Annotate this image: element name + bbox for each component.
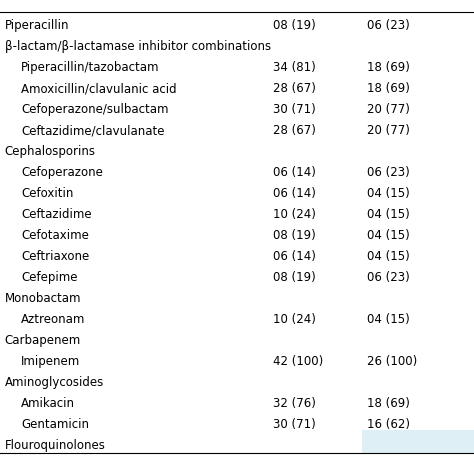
Text: Cefepime: Cefepime <box>21 271 78 284</box>
Text: 06 (23): 06 (23) <box>367 19 410 32</box>
Text: 30 (71): 30 (71) <box>273 103 315 116</box>
Text: Ceftriaxone: Ceftriaxone <box>21 250 90 263</box>
Text: Cefoperazone: Cefoperazone <box>21 166 103 179</box>
Text: Amikacin: Amikacin <box>21 397 75 410</box>
Text: Ceftazidime/clavulanate: Ceftazidime/clavulanate <box>21 124 165 137</box>
Text: 06 (23): 06 (23) <box>367 166 410 179</box>
Text: Cefotaxime: Cefotaxime <box>21 229 89 242</box>
Text: Cephalosporins: Cephalosporins <box>5 145 96 158</box>
Text: 28 (67): 28 (67) <box>273 124 315 137</box>
Text: 06 (23): 06 (23) <box>367 271 410 284</box>
Text: 20 (77): 20 (77) <box>367 103 410 116</box>
Text: Aztreonam: Aztreonam <box>21 313 86 326</box>
Text: 06 (14): 06 (14) <box>273 187 315 200</box>
Bar <box>362 430 474 453</box>
Text: Aminoglycosides: Aminoglycosides <box>5 376 104 389</box>
Text: 04 (15): 04 (15) <box>367 229 410 242</box>
Text: 04 (15): 04 (15) <box>367 208 410 221</box>
Text: 18 (69): 18 (69) <box>367 397 410 410</box>
Text: 04 (15): 04 (15) <box>367 187 410 200</box>
Text: Imipenem: Imipenem <box>21 355 81 368</box>
Text: 42 (100): 42 (100) <box>273 355 323 368</box>
Text: 10 (24): 10 (24) <box>273 208 315 221</box>
Text: 16 (62): 16 (62) <box>367 418 410 431</box>
Text: Ceftazidime: Ceftazidime <box>21 208 92 221</box>
Text: 04 (15): 04 (15) <box>367 313 410 326</box>
Text: Carbapenem: Carbapenem <box>5 334 81 347</box>
Text: 30 (71): 30 (71) <box>273 418 315 431</box>
Text: Cefoxitin: Cefoxitin <box>21 187 73 200</box>
Text: Gentamicin: Gentamicin <box>21 418 89 431</box>
Text: Piperacillin/tazobactam: Piperacillin/tazobactam <box>21 61 160 74</box>
Text: 06 (14): 06 (14) <box>273 166 315 179</box>
Text: Monobactam: Monobactam <box>5 292 81 305</box>
Text: 08 (19): 08 (19) <box>273 19 315 32</box>
Text: 34 (81): 34 (81) <box>273 61 315 74</box>
Text: Cefoperazone/sulbactam: Cefoperazone/sulbactam <box>21 103 169 116</box>
Text: 10 (24): 10 (24) <box>273 313 315 326</box>
Text: 06 (14): 06 (14) <box>273 250 315 263</box>
Text: Flouroquinolones: Flouroquinolones <box>5 439 106 452</box>
Text: 28 (67): 28 (67) <box>273 82 315 95</box>
Text: 18 (69): 18 (69) <box>367 82 410 95</box>
Text: 18 (69): 18 (69) <box>367 61 410 74</box>
Text: 32 (76): 32 (76) <box>273 397 315 410</box>
Text: 04 (15): 04 (15) <box>367 250 410 263</box>
Text: β-lactam/β-lactamase inhibitor combinations: β-lactam/β-lactamase inhibitor combinati… <box>5 40 271 53</box>
Text: Amoxicillin/clavulanic acid: Amoxicillin/clavulanic acid <box>21 82 177 95</box>
Text: 08 (19): 08 (19) <box>273 271 315 284</box>
Text: 20 (77): 20 (77) <box>367 124 410 137</box>
Text: Piperacillin: Piperacillin <box>5 19 69 32</box>
Text: 08 (19): 08 (19) <box>273 229 315 242</box>
Text: 26 (100): 26 (100) <box>367 355 418 368</box>
